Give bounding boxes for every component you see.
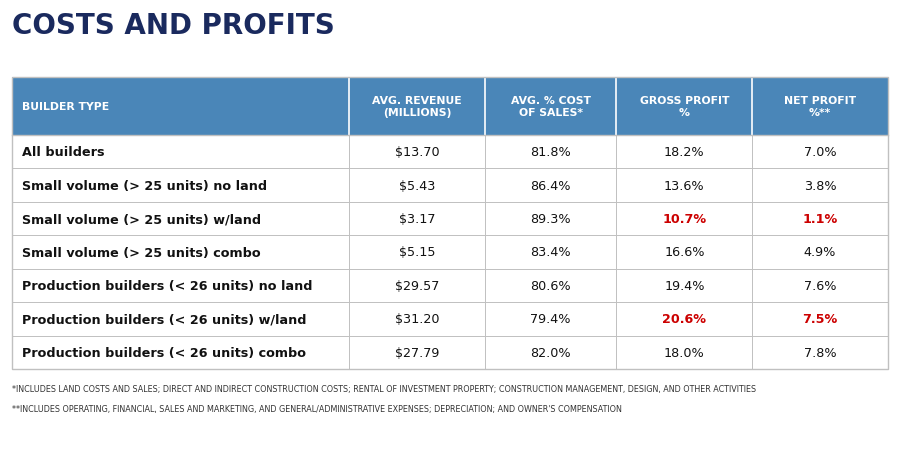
Text: 81.8%: 81.8%	[530, 146, 572, 159]
Text: 7.0%: 7.0%	[804, 146, 836, 159]
Bar	[12, 336, 888, 369]
Text: **INCLUDES OPERATING, FINANCIAL, SALES AND MARKETING, AND GENERAL/ADMINISTRATIVE: **INCLUDES OPERATING, FINANCIAL, SALES A…	[12, 404, 622, 413]
Bar	[12, 236, 888, 269]
Bar	[12, 78, 888, 369]
Text: AVG. % COST
OF SALES*: AVG. % COST OF SALES*	[510, 96, 590, 118]
Text: 13.6%: 13.6%	[664, 179, 705, 192]
Text: Small volume (> 25 units) w/land: Small volume (> 25 units) w/land	[22, 212, 261, 226]
Text: 3.8%: 3.8%	[804, 179, 836, 192]
Text: 20.6%: 20.6%	[662, 313, 706, 326]
Text: $5.43: $5.43	[399, 179, 436, 192]
Text: *INCLUDES LAND COSTS AND SALES; DIRECT AND INDIRECT CONSTRUCTION COSTS; RENTAL O: *INCLUDES LAND COSTS AND SALES; DIRECT A…	[12, 384, 756, 393]
Text: BUILDER TYPE: BUILDER TYPE	[22, 102, 109, 112]
Bar	[12, 202, 888, 236]
Text: NET PROFIT
%**: NET PROFIT %**	[784, 96, 856, 118]
Text: 7.5%: 7.5%	[803, 313, 838, 326]
Text: All builders: All builders	[22, 146, 104, 159]
Text: Production builders (< 26 units) no land: Production builders (< 26 units) no land	[22, 279, 312, 292]
Bar	[12, 269, 888, 303]
Text: $29.57: $29.57	[395, 279, 439, 292]
Text: $3.17: $3.17	[399, 212, 436, 226]
Bar	[12, 78, 888, 136]
Text: Production builders (< 26 units) w/land: Production builders (< 26 units) w/land	[22, 313, 307, 326]
Text: 79.4%: 79.4%	[530, 313, 571, 326]
Text: Small volume (> 25 units) no land: Small volume (> 25 units) no land	[22, 179, 267, 192]
Text: $31.20: $31.20	[395, 313, 439, 326]
Text: 86.4%: 86.4%	[530, 179, 571, 192]
Bar	[12, 303, 888, 336]
Text: $13.70: $13.70	[395, 146, 439, 159]
Bar	[12, 136, 888, 169]
Text: GROSS PROFIT
%: GROSS PROFIT %	[640, 96, 729, 118]
Text: 7.8%: 7.8%	[804, 346, 836, 359]
Text: 7.6%: 7.6%	[804, 279, 836, 292]
Text: Production builders (< 26 units) combo: Production builders (< 26 units) combo	[22, 346, 306, 359]
Text: 83.4%: 83.4%	[530, 246, 572, 259]
Text: 89.3%: 89.3%	[530, 212, 572, 226]
Text: 18.0%: 18.0%	[664, 346, 705, 359]
Text: 82.0%: 82.0%	[530, 346, 572, 359]
Text: 4.9%: 4.9%	[804, 246, 836, 259]
Text: Small volume (> 25 units) combo: Small volume (> 25 units) combo	[22, 246, 261, 259]
Text: $5.15: $5.15	[399, 246, 436, 259]
Text: 80.6%: 80.6%	[530, 279, 572, 292]
Text: 10.7%: 10.7%	[662, 212, 706, 226]
Text: 16.6%: 16.6%	[664, 246, 705, 259]
Text: 19.4%: 19.4%	[664, 279, 705, 292]
Text: COSTS AND PROFITS: COSTS AND PROFITS	[12, 12, 335, 40]
Text: $27.79: $27.79	[395, 346, 439, 359]
Text: 18.2%: 18.2%	[664, 146, 705, 159]
Text: AVG. REVENUE
(MILLIONS): AVG. REVENUE (MILLIONS)	[373, 96, 462, 118]
Text: 1.1%: 1.1%	[803, 212, 838, 226]
Bar	[12, 169, 888, 202]
